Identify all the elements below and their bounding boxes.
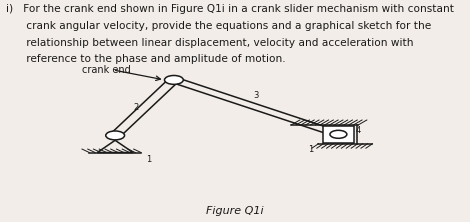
Text: reference to the phase and amplitude of motion.: reference to the phase and amplitude of … — [6, 54, 285, 64]
Text: 4: 4 — [356, 126, 361, 135]
Text: 1: 1 — [308, 145, 314, 154]
Text: 2: 2 — [133, 103, 139, 112]
Text: crank angular velocity, provide the equations and a graphical sketch for the: crank angular velocity, provide the equa… — [6, 21, 431, 31]
Text: relationship between linear displacement, velocity and acceleration with: relationship between linear displacement… — [6, 38, 413, 48]
Text: 3: 3 — [253, 91, 259, 100]
Circle shape — [106, 131, 125, 140]
Text: crank end: crank end — [82, 65, 131, 75]
Circle shape — [330, 130, 347, 138]
Text: 1: 1 — [146, 155, 151, 164]
Circle shape — [164, 75, 183, 84]
Bar — [323, 126, 353, 143]
Text: Figure Q1i: Figure Q1i — [206, 206, 264, 216]
Text: i)   For the crank end shown in Figure Q1i in a crank slider mechanism with cons: i) For the crank end shown in Figure Q1i… — [6, 4, 454, 14]
